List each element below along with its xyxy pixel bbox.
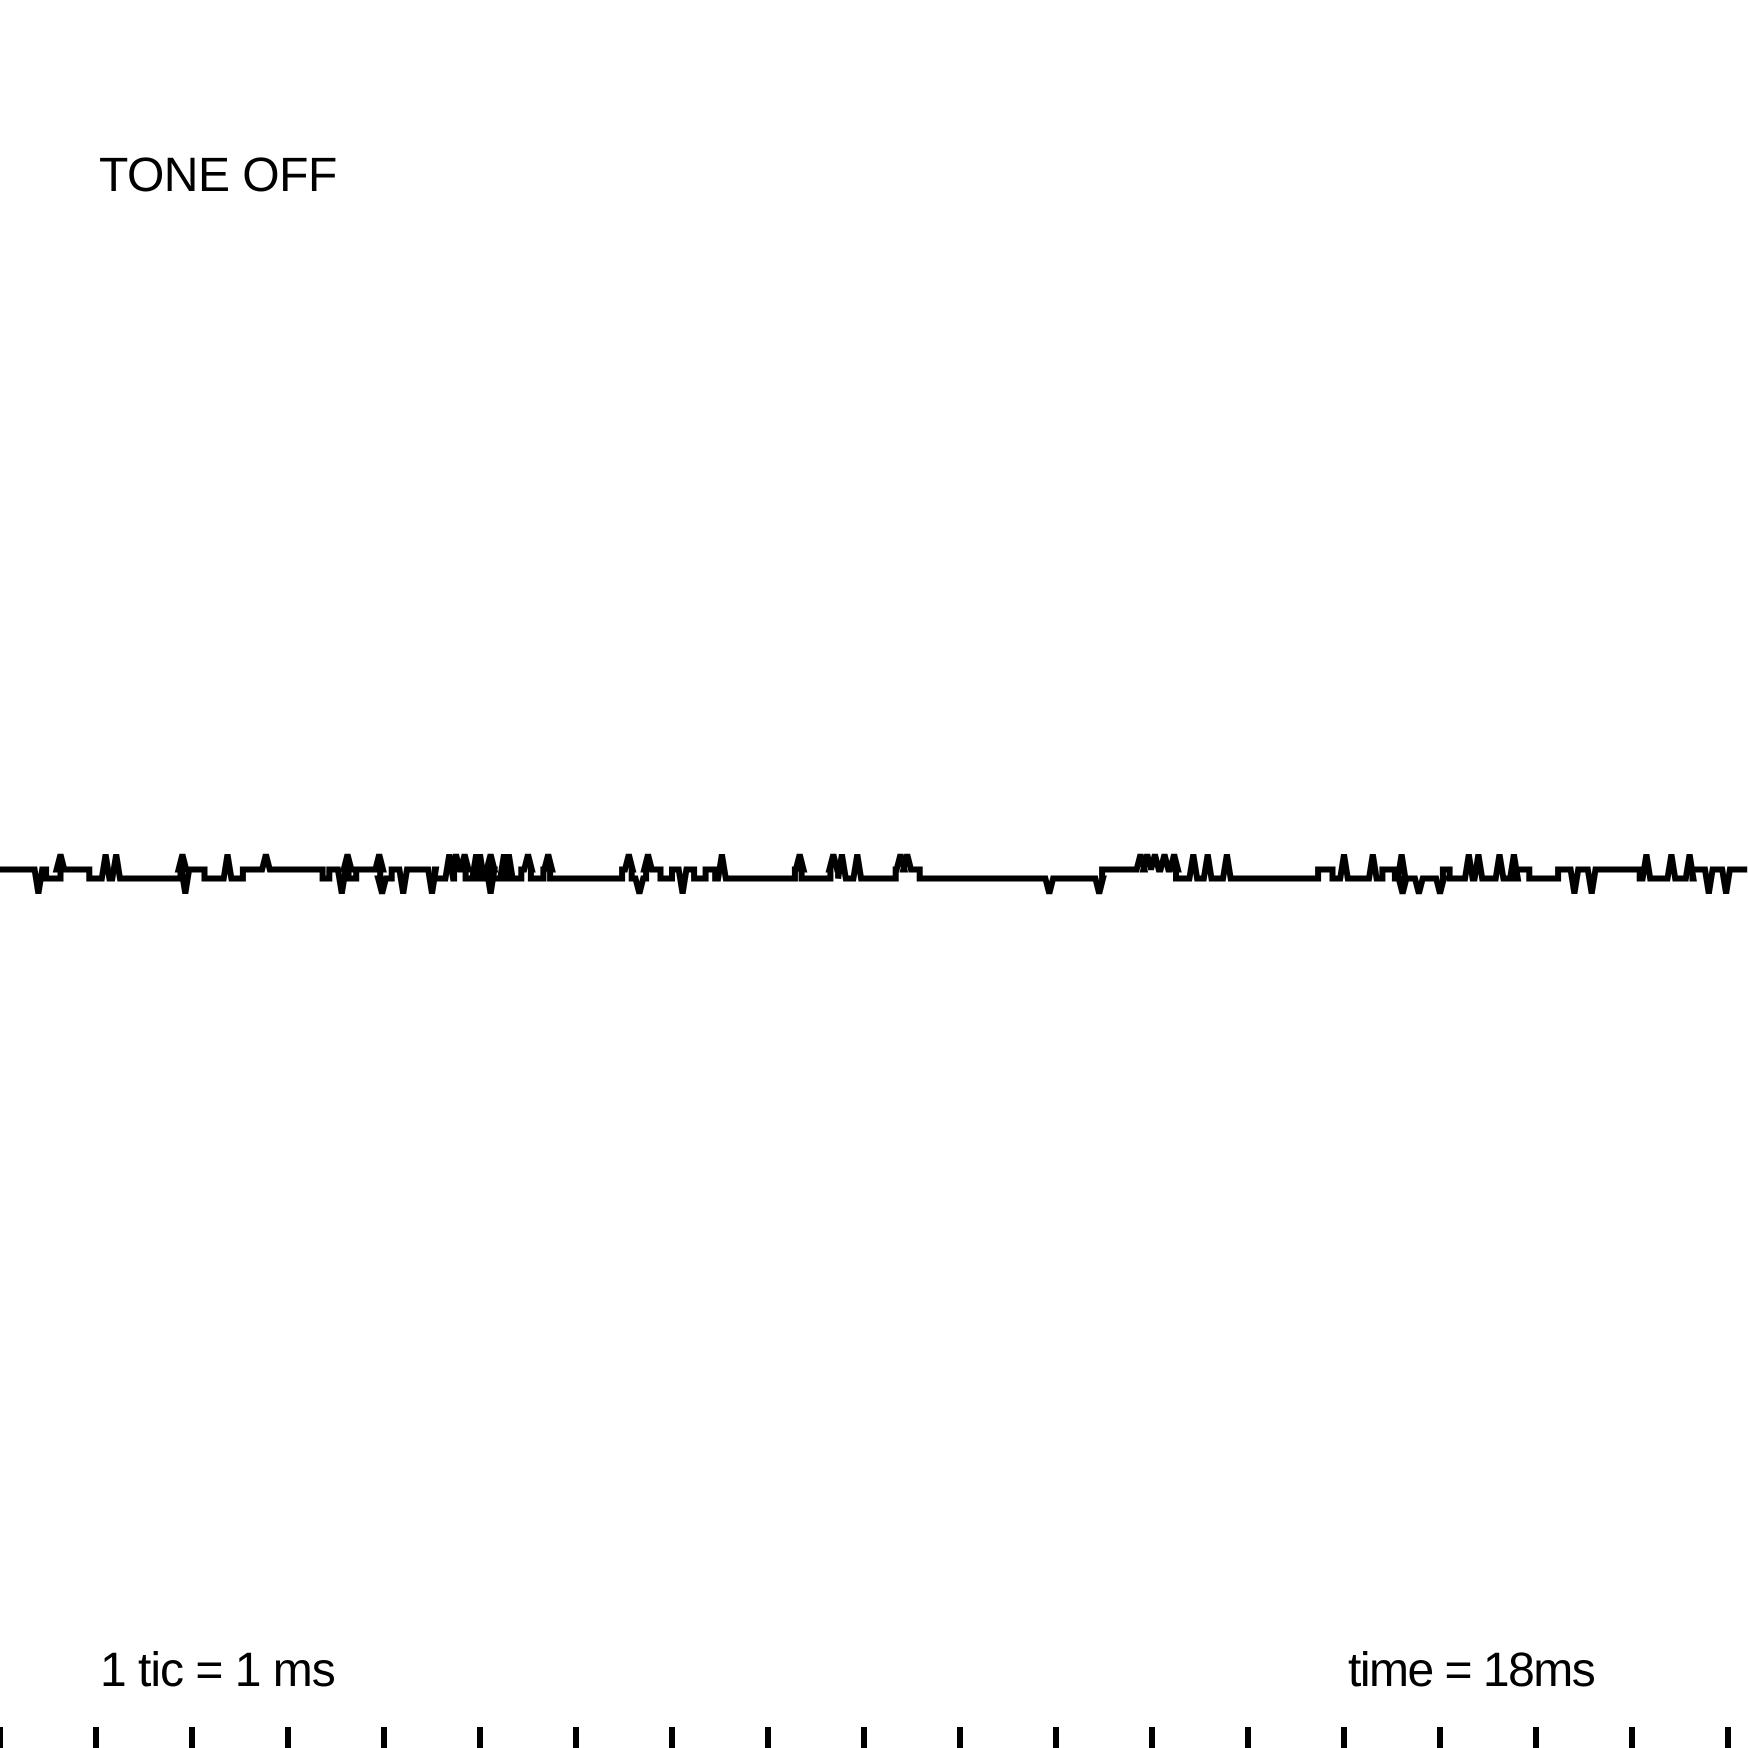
tone-status-label: TONE OFF — [99, 149, 337, 202]
signal-trace — [0, 853, 1748, 895]
trace-line — [0, 853, 1748, 895]
tick-scale-label: 1 tic = 1 ms — [100, 1644, 336, 1697]
elapsed-time-label: time = 18ms — [1348, 1644, 1596, 1697]
time-axis-ticks — [0, 1727, 1731, 1748]
